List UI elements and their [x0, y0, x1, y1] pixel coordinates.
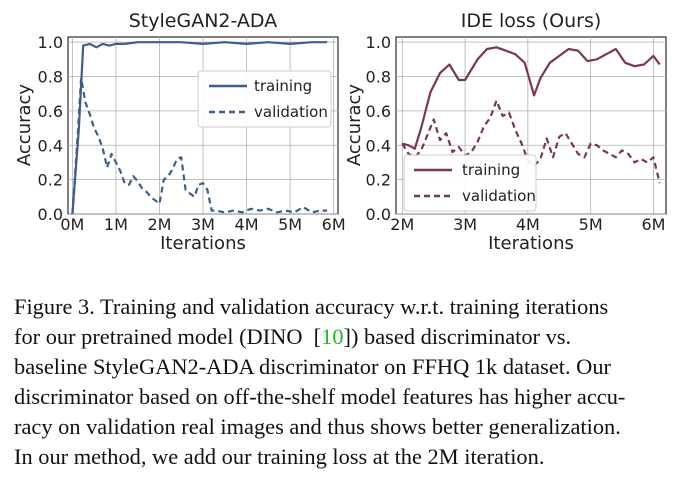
y-tick-label: 0.8: [38, 68, 63, 87]
y-tick-label: 0.4: [38, 136, 63, 155]
y-tick-label: 0.0: [366, 205, 391, 224]
x-tick-label: 4M: [235, 215, 259, 234]
x-tick-label: 3M: [453, 215, 477, 234]
x-tick-label: 3M: [191, 215, 215, 234]
x-tick-label: 5M: [278, 215, 302, 234]
x-axis-label: Iterations: [160, 233, 246, 254]
y-tick-label: 0.2: [38, 171, 63, 190]
legend-label-training: training: [254, 77, 312, 95]
caption-line: In our method, we add our training loss …: [14, 444, 545, 469]
x-tick-label: 2M: [390, 215, 414, 234]
figure: StyleGAN2-ADA Iterations Accuracy 0.0 0.2…: [14, 10, 667, 254]
figure-caption: Figure 3. Training and validation accura…: [14, 292, 675, 472]
y-axis-label: Accuracy: [344, 84, 365, 167]
x-tick-label: 2M: [147, 215, 171, 234]
caption-text: for our pretrained model (DINO [10]) bas…: [14, 322, 571, 352]
citation-link[interactable]: 10: [321, 324, 344, 349]
legend-label-validation: validation: [462, 187, 536, 205]
series-line-validation: [71, 77, 328, 215]
caption-line: discriminator based on off-the-shelf mod…: [14, 384, 626, 409]
x-tick-label: 1M: [104, 215, 128, 234]
y-tick-label: 0.8: [366, 68, 391, 87]
legend: training validation: [403, 154, 537, 212]
series-line-training: [401, 46, 661, 150]
caption-text: for our pretrained model (DINO [: [14, 324, 322, 349]
legend-label-validation: validation: [254, 103, 328, 121]
y-tick-label: 0.6: [38, 102, 63, 121]
caption-line: for our pretrained model (DINO [10]) bas…: [14, 322, 675, 352]
panel-title: StyleGAN2-ADA: [129, 10, 277, 32]
caption-line: baseline StyleGAN2-ADA discriminator on …: [14, 354, 612, 379]
x-tick-label: 4M: [516, 215, 540, 234]
legend-label-training: training: [462, 161, 520, 179]
x-tick-label: 6M: [322, 215, 346, 234]
panel-title: IDE loss (Ours): [461, 10, 602, 32]
y-tick-label: 1.0: [38, 33, 63, 52]
caption-line: racy on validation real images and thus …: [14, 414, 621, 439]
y-tick-label: 0.6: [366, 102, 391, 121]
x-tick-label: 0M: [60, 215, 84, 234]
series-line-training: [71, 41, 328, 215]
chart-panel-ide-loss: IDE loss (Ours) Iterations Accuracy 0.0 0…: [344, 10, 667, 254]
chart-panel-stylegan: StyleGAN2-ADA Iterations Accuracy 0.0 0.2…: [14, 10, 346, 254]
y-axis-label: Accuracy: [14, 84, 35, 167]
caption-text: ]) based discriminator vs.: [343, 324, 572, 349]
caption-line: Figure 3. Training and validation accura…: [14, 294, 609, 319]
y-tick-label: 0.0: [38, 205, 63, 224]
x-axis-label: Iterations: [488, 233, 574, 254]
x-tick-label: 6M: [641, 215, 665, 234]
legend: training validation: [197, 70, 332, 128]
y-tick-label: 1.0: [366, 33, 391, 52]
x-tick-label: 5M: [579, 215, 603, 234]
y-tick-label: 0.2: [366, 171, 391, 190]
y-tick-label: 0.4: [366, 136, 391, 155]
